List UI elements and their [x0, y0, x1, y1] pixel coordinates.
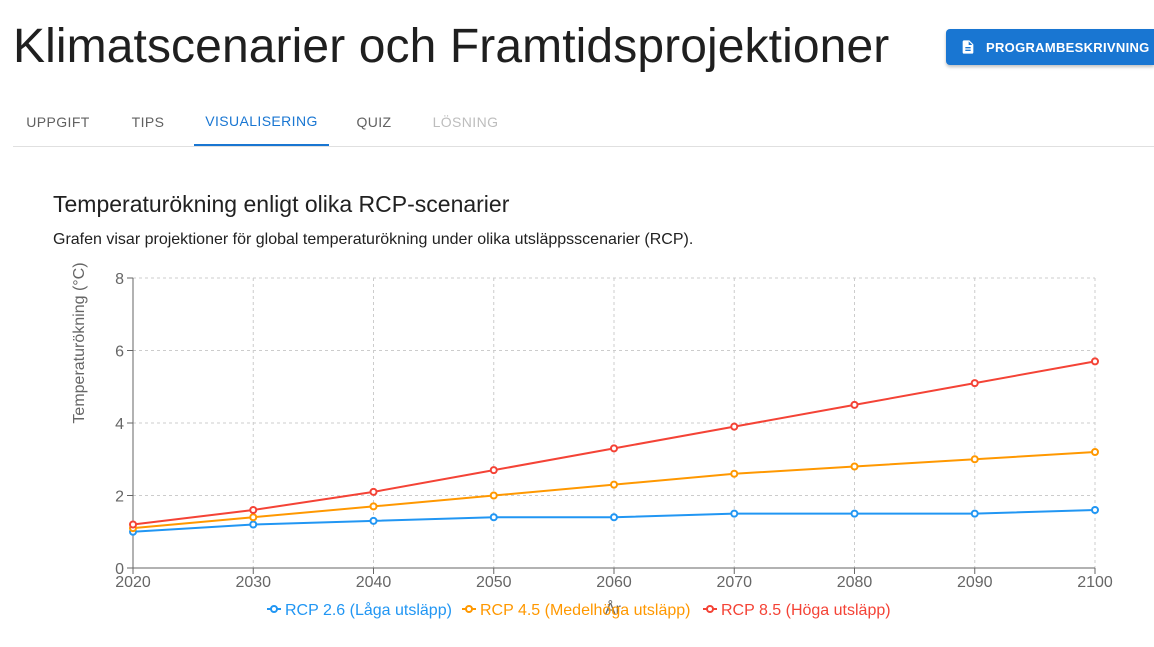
x-tick-label: 2070: [716, 574, 752, 591]
data-point: [970, 379, 979, 388]
legend-marker-icon: [706, 605, 714, 613]
data-point: [249, 520, 258, 529]
legend-item-1: RCP 4.5 (Medelhöga utsläpp): [462, 602, 691, 619]
data-point: [369, 516, 378, 525]
data-point: [850, 509, 859, 518]
tab-visualisering[interactable]: VISUALISERING: [194, 98, 329, 146]
data-point: [730, 469, 739, 478]
x-tick-label: 2090: [957, 574, 993, 591]
document-icon: [962, 40, 974, 54]
tab-label: TIPS: [131, 114, 165, 130]
data-point: [1091, 448, 1099, 456]
data-point: [610, 444, 618, 453]
tab-label: LÖSNING: [432, 114, 499, 130]
tab-tips[interactable]: TIPS: [103, 98, 193, 146]
legend-marker-icon: [465, 605, 473, 613]
x-tick-label: 2020: [115, 574, 151, 591]
page-title: Klimatscenarier och Framtidsprojektioner: [13, 20, 890, 73]
tab-label: UPPGIFT: [26, 114, 90, 130]
data-point: [850, 400, 859, 409]
data-point: [489, 491, 498, 500]
legend-item-2: RCP 8.5 (Höga utsläpp): [703, 602, 891, 619]
data-point: [369, 487, 378, 496]
x-tick-label: 2030: [235, 574, 271, 591]
legend-label: RCP 8.5 (Höga utsläpp): [721, 602, 891, 619]
x-tick-label: 2080: [837, 574, 873, 591]
y-tick-label: 0: [115, 561, 124, 578]
legend-label: RCP 2.6 (Låga utsläpp): [285, 601, 452, 619]
legend-marker-icon: [270, 605, 278, 613]
tab-losning: LÖSNING: [419, 98, 512, 146]
program-description-label: PROGRAMBESKRIVNING: [986, 39, 1150, 55]
data-point: [970, 509, 979, 518]
tab-uppgift[interactable]: UPPGIFT: [13, 98, 103, 146]
y-tick-label: 4: [115, 416, 124, 433]
x-tick-label: 2100: [1077, 574, 1113, 591]
data-point: [850, 462, 859, 471]
tab-label: QUIZ: [356, 114, 392, 130]
x-tick-label: 2040: [356, 574, 392, 591]
data-point: [730, 509, 739, 518]
data-point: [489, 466, 498, 475]
x-axis-label: År: [605, 599, 622, 618]
data-point: [610, 513, 618, 522]
tab-bar: UPPGIFT TIPS VISUALISERING QUIZ LÖSNING: [13, 98, 1154, 147]
data-point: [1091, 506, 1099, 514]
chart-description: Grafen visar projektioner för global tem…: [53, 231, 694, 248]
y-tick-label: 6: [115, 344, 124, 361]
data-point: [249, 506, 258, 514]
data-point: [610, 480, 618, 489]
x-tick-label: 2060: [596, 574, 632, 591]
x-tick-label: 2050: [476, 574, 512, 591]
chart-title: Temperaturökning enligt olika RCP-scenar…: [53, 191, 510, 217]
y-axis-label: Temperaturökning (°C): [71, 262, 88, 423]
data-point: [730, 422, 739, 431]
data-point: [970, 455, 979, 464]
data-point: [249, 513, 258, 522]
tab-quiz[interactable]: QUIZ: [329, 98, 419, 146]
program-description-button[interactable]: PROGRAMBESKRIVNING: [946, 29, 1154, 65]
y-tick-label: 2: [115, 489, 124, 506]
data-point: [489, 513, 498, 522]
data-point: [1091, 357, 1099, 366]
y-tick-label: 8: [115, 271, 124, 288]
legend-item-0: RCP 2.6 (Låga utsläpp): [267, 601, 452, 619]
data-point: [129, 520, 137, 529]
legend-label: RCP 4.5 (Medelhöga utsläpp): [480, 602, 691, 619]
data-point: [369, 502, 378, 511]
tab-label: VISUALISERING: [205, 113, 318, 129]
